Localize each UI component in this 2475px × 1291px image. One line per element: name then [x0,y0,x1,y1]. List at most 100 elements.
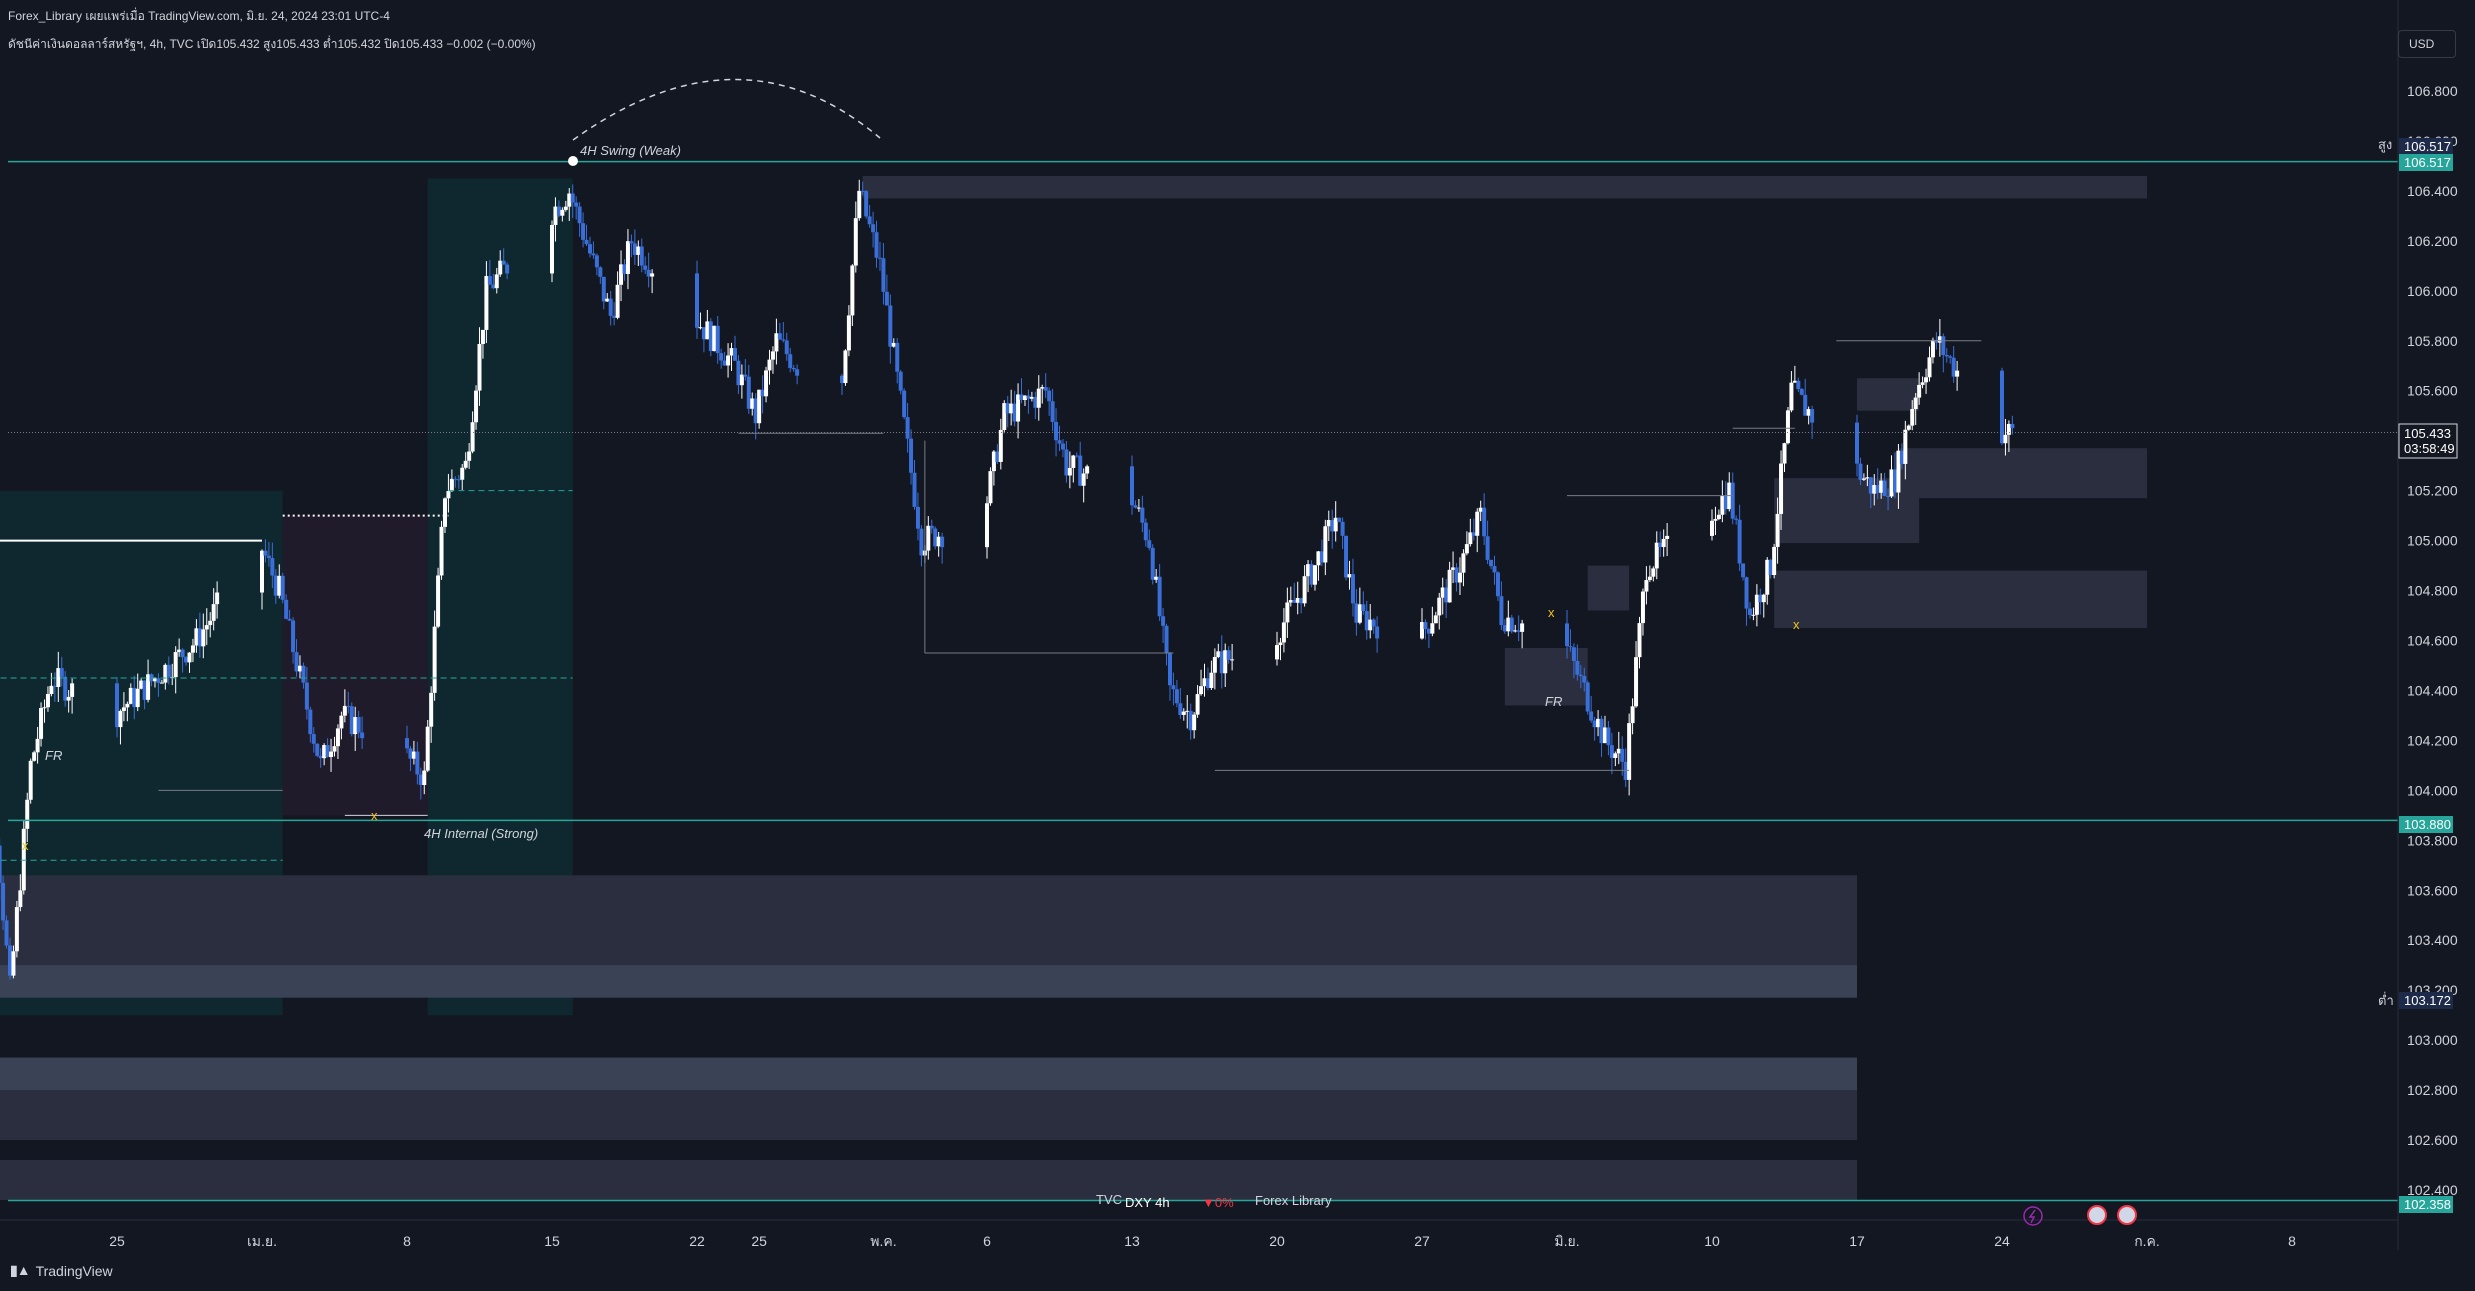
candle-body [1357,604,1362,623]
candle-body [1212,657,1217,673]
x-tick-label: 15 [544,1233,560,1249]
tradingview-logo[interactable]: ▮▲ TradingView [10,1262,113,1279]
candle-body [353,717,358,735]
candle-body [1872,485,1877,494]
candle-body [187,652,192,663]
candle-body [1026,395,1031,399]
internal-tag-value: 103.880 [2404,817,2451,832]
candle-body [743,374,748,377]
candle-body [422,770,427,785]
candle-body [1081,473,1086,486]
candle-body [1568,646,1573,648]
candle-body [646,269,651,277]
candle-body [881,258,886,292]
candle-body [1171,685,1176,690]
candle-body [284,599,289,619]
us-flag-icon-2[interactable] [2117,1205,2137,1225]
candle-body [995,451,1000,462]
x-tick-label: 8 [403,1233,411,1249]
candle-body [1354,603,1359,623]
candle-body [1161,616,1166,626]
candle-body [1430,623,1435,634]
candle-body [1312,565,1317,585]
y-tick-label: 104.800 [2407,583,2458,599]
candle-body [1509,617,1514,632]
candle-body [1471,532,1476,536]
candle-body [21,828,26,891]
candle-body [1364,611,1369,631]
candle-body [1333,517,1338,532]
candle-body [1157,576,1162,617]
candle-body [1661,538,1666,548]
candle-body [612,315,617,318]
candle-body [1737,519,1742,564]
candle-body [142,680,147,700]
candle-body [1627,723,1632,780]
candle-body [1855,422,1859,464]
candle-body [1009,403,1014,414]
swing-tag-value: 106.517 [2404,155,2451,170]
candle-body [598,267,603,277]
candle-body [463,460,468,468]
candle-body [1920,382,1925,385]
candle-body [1892,469,1897,493]
candle-body [1506,617,1511,632]
candle-body [905,417,910,439]
candle-body [1468,532,1473,545]
y-tick-label: 102.800 [2407,1082,2458,1098]
x-tick-label: 25 [751,1233,767,1249]
swing-tag [2399,154,2453,171]
candle-body [460,467,465,480]
y-tick-label: 105.200 [2407,483,2458,499]
candle-body [619,264,624,285]
candle-body [1810,409,1815,423]
currency-button[interactable]: USD [2398,30,2456,58]
candle-body [1599,718,1604,744]
candle-body [180,649,185,658]
candle-body [1347,574,1352,578]
candle-body [567,193,572,207]
candle-body [1858,463,1863,480]
candle-body [1209,672,1214,688]
y-tick-label: 106.800 [2407,83,2458,99]
symbol-label: DXY 4h [1125,1195,1170,1210]
candle-body [736,360,741,386]
candle-body [1589,711,1594,721]
candle-body [1609,745,1614,758]
candle-body [491,284,496,289]
candle-body [1437,597,1442,616]
publisher-line: Forex_Library เผยแพร่เมื่อ TradingView.c… [8,9,390,23]
candle-body [1033,396,1038,408]
candle-body [446,491,451,499]
candle-body [322,745,327,759]
candle-body [770,351,775,360]
candle-body [1447,569,1452,603]
lightning-glyph [2028,1209,2036,1224]
candle-body [505,264,510,274]
candle-body [1050,401,1055,422]
candle-body [1489,559,1494,567]
candle-body [1913,397,1918,410]
candle-body [1930,339,1935,358]
candle-body [1350,574,1355,604]
candle-body [1012,403,1017,422]
x-tick-label: พ.ค. [870,1233,896,1249]
candle-body [1085,466,1090,474]
candle-body [698,327,703,329]
lightning-icon[interactable] [2023,1206,2043,1226]
candle-body [708,321,713,352]
candle-body [415,751,420,775]
us-flag-icon-1[interactable] [2087,1205,2107,1225]
candle-body [318,755,323,759]
candle-body [1361,604,1366,612]
candle-body [1882,480,1887,496]
time-axis[interactable]: 25 เม.ย. 8 15 22 25 พ.ค. 6 13 20 27 มิ.ย. 10 17 24 ก.ค.… [109,1233,2296,1249]
candle-body [1785,410,1790,444]
candle-body [991,451,996,472]
candle-body [0,845,2,883]
swing-point-marker [568,156,578,166]
demand-zone-2b [0,1057,1858,1091]
candle-body [701,327,706,340]
candle-body [1796,380,1801,390]
